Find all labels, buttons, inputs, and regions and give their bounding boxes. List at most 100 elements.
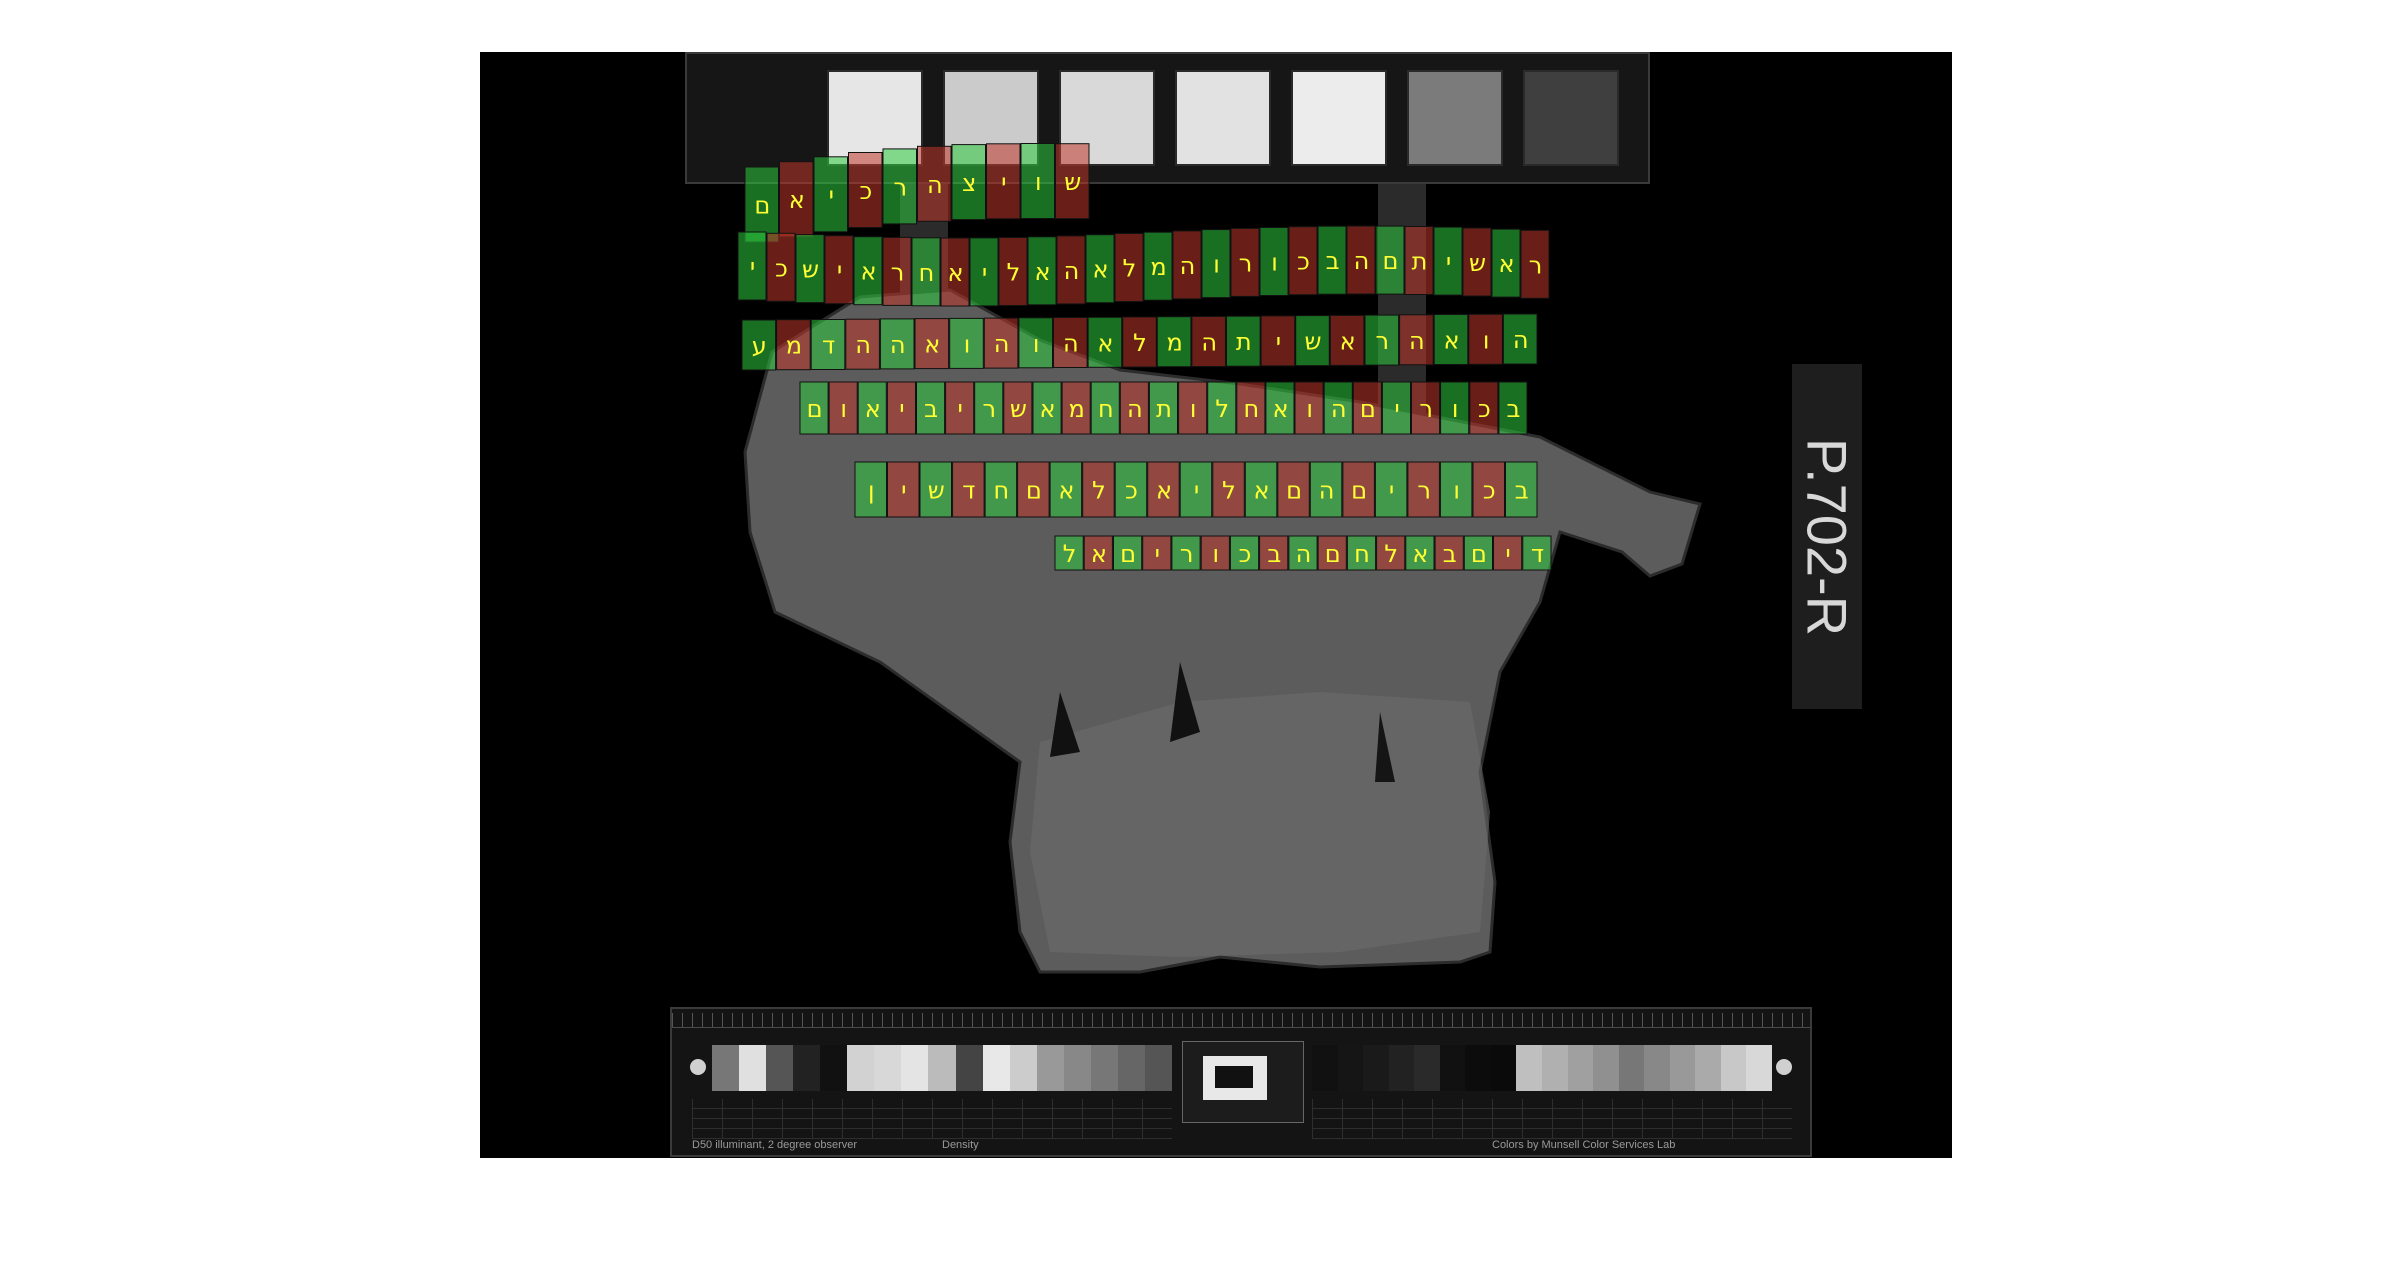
- grey-scale-cell: [1036, 1045, 1065, 1091]
- glyph-label: י: [958, 395, 963, 423]
- glyph-label: י: [829, 181, 834, 209]
- glyph-box: [1200, 535, 1230, 571]
- glyph-label: ש: [1469, 249, 1486, 277]
- glyph-box: [974, 381, 1004, 435]
- glyph-label: ר: [1417, 477, 1431, 505]
- grey-scale-cell: [739, 1045, 767, 1091]
- glyph-box: [1317, 535, 1347, 571]
- grey-scale-strip: [1312, 1045, 1773, 1091]
- glyph-label: י: [1389, 477, 1394, 505]
- grey-scale-cell: [820, 1045, 848, 1091]
- glyph-label: י: [1276, 328, 1281, 356]
- glyph-box: [1032, 381, 1062, 435]
- glyph-label: ש: [1010, 395, 1027, 423]
- illuminant-note: D50 illuminant, 2 degree observer: [692, 1139, 858, 1151]
- glyph-label: ם: [1325, 540, 1341, 568]
- glyph-label: ם: [807, 395, 823, 423]
- grey-scale-cell: [1746, 1045, 1773, 1091]
- glyph-box: [1054, 535, 1084, 571]
- glyph-label: ו: [1213, 540, 1220, 568]
- glyph-label: א: [1058, 477, 1074, 505]
- glyph-label: ה: [855, 331, 871, 359]
- glyph-label: א: [947, 259, 963, 287]
- glyph-box: [813, 156, 848, 233]
- density-grid: [692, 1099, 1172, 1139]
- glyph-box: [1113, 535, 1143, 571]
- glyph-label: ל: [1133, 329, 1147, 357]
- glyph-label: ה: [1180, 252, 1196, 280]
- glyph-box: [1399, 314, 1434, 366]
- glyph-box: [983, 317, 1019, 369]
- glyph-box: [1259, 535, 1289, 571]
- glyph-box: [887, 461, 920, 518]
- glyph-label: ל: [1123, 255, 1137, 283]
- glyph-box: [949, 317, 984, 369]
- glyph-label: ה: [1331, 395, 1347, 423]
- glyph-box: [914, 318, 950, 370]
- glyph-box: [1260, 315, 1296, 367]
- grey-scale-cell: [982, 1045, 1011, 1091]
- glyph-label: א: [1443, 327, 1459, 355]
- glyph-box: [1020, 143, 1055, 219]
- glyph-label: ד: [962, 477, 975, 505]
- glyph-box: [952, 461, 985, 518]
- glyph-box: [1294, 381, 1324, 435]
- glyph-label: ב: [1506, 395, 1520, 423]
- glyph-box: [766, 232, 796, 302]
- glyph-box: [1191, 316, 1227, 367]
- glyph-box: [1061, 381, 1091, 435]
- grey-scale-cell: [1542, 1045, 1569, 1091]
- glyph-label: ו: [1035, 168, 1042, 196]
- ruler-scale: [672, 1013, 1810, 1028]
- glyph-label: ו: [1452, 395, 1459, 423]
- grey-scale-cell: [766, 1045, 794, 1091]
- glyph-label: ד: [822, 332, 835, 360]
- glyph-box: [1375, 225, 1405, 295]
- grey-scale-cell: [1490, 1045, 1517, 1091]
- grey-swatch: [1175, 70, 1271, 166]
- glyph-label: ר: [1376, 327, 1390, 355]
- glyph-box: [1352, 381, 1382, 435]
- glyph-label: י: [982, 259, 987, 287]
- grey-scale-cell: [1312, 1045, 1339, 1091]
- glyph-label: א: [1340, 327, 1356, 355]
- glyph-box: [984, 461, 1018, 518]
- glyph-label: א: [924, 331, 940, 359]
- glyph-label: ם: [1383, 247, 1399, 275]
- glyph-label: ה: [1409, 327, 1425, 355]
- glyph-box: [969, 237, 999, 307]
- glyph-box: [879, 318, 915, 370]
- glyph-label: א: [1272, 395, 1288, 423]
- grey-scale-cell: [874, 1045, 902, 1091]
- glyph-box: [886, 381, 916, 435]
- glyph-box: [1156, 316, 1192, 368]
- glyph-label: ח: [919, 259, 935, 287]
- glyph-box: [945, 381, 975, 435]
- glyph-label: ר: [983, 395, 997, 423]
- grey-scale-cell: [1363, 1045, 1390, 1091]
- glyph-label: ר: [894, 173, 908, 201]
- glyph-box: [857, 381, 887, 435]
- grey-scale-cell: [1388, 1045, 1415, 1091]
- glyph-box: [986, 143, 1021, 220]
- glyph-box: [1229, 535, 1260, 571]
- glyph-box: [1493, 535, 1523, 571]
- glyph-box: [1085, 234, 1115, 304]
- glyph-box: [1329, 314, 1365, 366]
- density-grid: [1312, 1099, 1792, 1139]
- glyph-box: [1171, 535, 1201, 571]
- glyph-label: ל: [1092, 477, 1106, 505]
- glyph-box: [1374, 461, 1408, 518]
- glyph-box: [1468, 313, 1503, 365]
- glyph-label: ה: [1296, 540, 1312, 568]
- glyph-box: [882, 148, 917, 225]
- glyph-box: [1122, 316, 1157, 368]
- glyph-label: ר: [1529, 251, 1543, 279]
- glyph-label: א: [1091, 540, 1107, 568]
- glyph-label: ם: [1351, 477, 1367, 505]
- grey-scale-cell: [1644, 1045, 1671, 1091]
- glyph-label: כ: [1478, 395, 1491, 423]
- glyph-box: [1230, 227, 1260, 297]
